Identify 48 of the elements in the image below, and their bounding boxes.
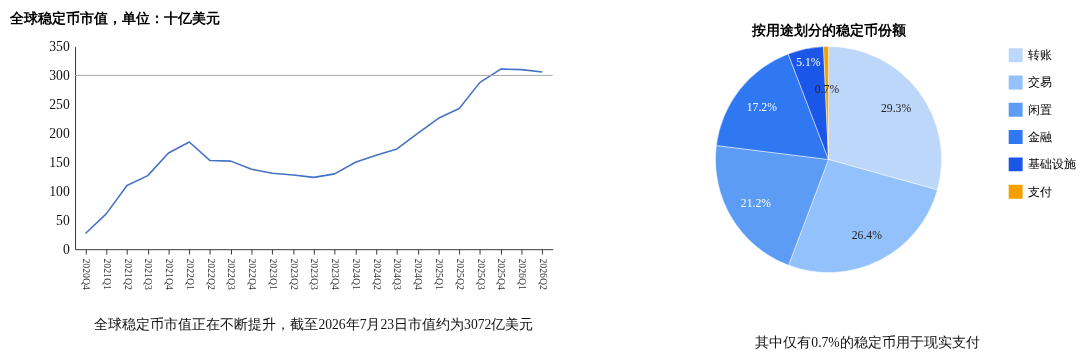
x-tick-label: 2023Q4 [330, 258, 342, 290]
legend-label: 基础设施 [1028, 158, 1077, 172]
legend-label: 闲置 [1028, 103, 1053, 117]
x-tick-label: 2020Q4 [81, 258, 92, 290]
x-tick-label: 2021Q4 [164, 258, 176, 290]
x-tick-label: 2023Q2 [288, 258, 300, 290]
x-tick-label: 2024Q4 [413, 258, 425, 290]
y-tick-label: 300 [49, 67, 70, 83]
x-tick-label: 2025Q3 [475, 258, 487, 290]
x-tick-label: 2026Q1 [517, 258, 529, 290]
y-tick-label: 150 [49, 154, 70, 170]
chart-title: 全球稳定币市值，单位：十亿美元 [8, 10, 220, 27]
x-tick-label: 2023Q3 [309, 258, 321, 290]
text: 其中仅有0.7%的稳定币用于现实支付 [755, 334, 980, 350]
legend-label: 支付 [1028, 185, 1053, 199]
x-tick-label: 2021Q3 [143, 258, 155, 290]
chart-title: 按用途划分的稳定币份额 [750, 21, 907, 38]
x-tick-label: 2025Q1 [434, 258, 446, 290]
data-label: 26.4% [851, 229, 883, 243]
legend-label: 转账 [1028, 49, 1053, 63]
y-tick-label: 100 [49, 183, 70, 199]
legend-label: 金融 [1028, 131, 1053, 144]
x-tick-label: 2023Q1 [267, 258, 279, 290]
x-tick-label: 2021Q2 [122, 258, 134, 290]
text: 全球稳定币市值正在不断提升，截至2026年7月23日市值约为3072亿美元 [94, 317, 534, 333]
x-tick-label: 2024Q3 [392, 258, 404, 290]
x-tick-label: 2022Q3 [226, 258, 238, 290]
data-label: 5.1% [796, 55, 821, 69]
x-tick-label: 2022Q2 [205, 258, 217, 290]
x-tick-label: 2026Q2 [537, 258, 549, 290]
y-tick-label: 200 [49, 125, 70, 141]
y-tick-label: 0 [62, 241, 70, 257]
x-tick-label: 2022Q1 [184, 258, 196, 290]
data-label: 21.2% [740, 197, 772, 211]
x-tick-label: 2025Q2 [454, 258, 466, 290]
y-tick-label: 350 [49, 38, 70, 54]
x-tick-label: 2025Q4 [496, 258, 508, 290]
x-tick-label: 2024Q1 [350, 258, 362, 290]
x-tick-label: 2022Q4 [247, 258, 259, 290]
legend-label: 交易 [1028, 75, 1053, 90]
data-label: 17.2% [746, 101, 778, 115]
y-tick-label: 250 [49, 96, 70, 112]
x-tick-label: 2021Q1 [101, 258, 113, 290]
x-tick-label: 2024Q2 [371, 258, 383, 290]
data-label: 0.7% [814, 83, 840, 97]
y-tick-label: 50 [56, 212, 70, 228]
data-label: 29.3% [880, 102, 912, 116]
line-series [84, 68, 544, 235]
